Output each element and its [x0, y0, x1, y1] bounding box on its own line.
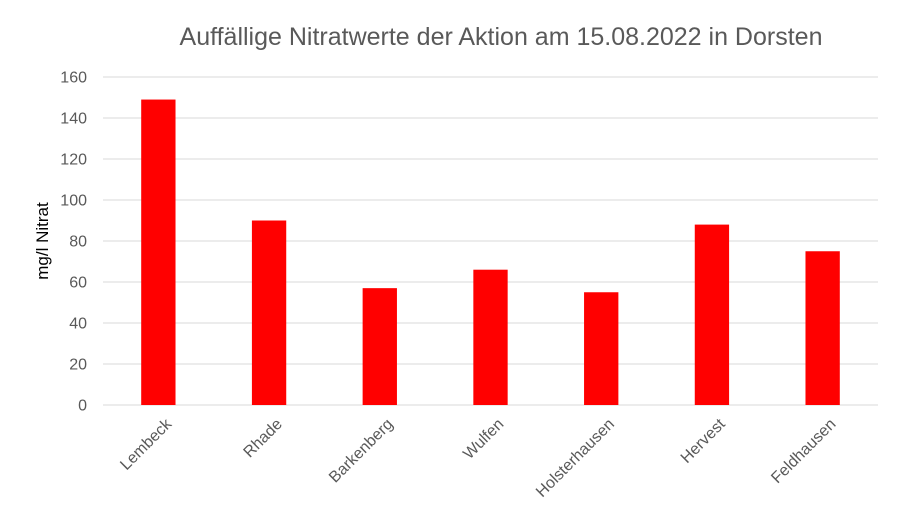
bar-barkenberg [362, 288, 397, 405]
chart-title: Auffällige Nitratwerte der Aktion am 15.… [180, 23, 823, 51]
x-tick-label: Rhade [241, 416, 286, 461]
y-tick-label: 100 [60, 193, 87, 210]
gridlines [103, 76, 878, 406]
y-axis-ticks: 0 20 40 60 80 100 120 140 160 [60, 70, 87, 415]
bar-feldhausen [805, 251, 840, 405]
x-tick-label: Holsterhausen [533, 416, 618, 501]
y-tick-label: 120 [60, 152, 87, 169]
bar-rhade [251, 220, 287, 405]
x-tick-label: Lembeck [117, 415, 176, 474]
x-tick-label: Wulfen [460, 416, 507, 463]
y-tick-label: 160 [60, 70, 87, 87]
x-axis-ticks: Lembeck Rhade Barkenberg Wulfen Holsterhause… [117, 415, 839, 501]
bar-wulfen [473, 269, 508, 405]
x-tick-label: Feldhausen [768, 416, 839, 487]
bar-lembeck [141, 99, 176, 406]
x-tick-label: Barkenberg [326, 416, 397, 487]
y-tick-label: 60 [69, 275, 87, 292]
bar-holsterhausen [584, 292, 619, 405]
y-tick-label: 140 [60, 111, 87, 128]
bar-hervest [694, 224, 730, 405]
y-tick-label: 0 [78, 398, 87, 415]
y-tick-label: 20 [69, 357, 87, 374]
y-axis-label: mg/l Nitrat [33, 202, 52, 280]
bars [141, 99, 840, 406]
y-tick-label: 80 [69, 234, 87, 251]
x-tick-label: Hervest [678, 415, 729, 466]
y-tick-label: 40 [69, 316, 87, 333]
